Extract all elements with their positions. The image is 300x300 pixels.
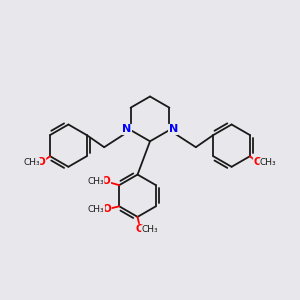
- Text: CH₃: CH₃: [23, 158, 40, 167]
- Text: O: O: [102, 176, 111, 186]
- Text: CH₃: CH₃: [142, 225, 158, 234]
- Text: O: O: [102, 204, 111, 214]
- Text: O: O: [136, 224, 144, 234]
- Text: O: O: [253, 158, 262, 167]
- Text: O: O: [37, 158, 46, 167]
- Text: CH₃: CH₃: [260, 158, 277, 167]
- Text: CH₃: CH₃: [87, 177, 104, 186]
- Text: CH₃: CH₃: [88, 205, 104, 214]
- Text: N: N: [169, 124, 178, 134]
- Text: N: N: [122, 124, 131, 134]
